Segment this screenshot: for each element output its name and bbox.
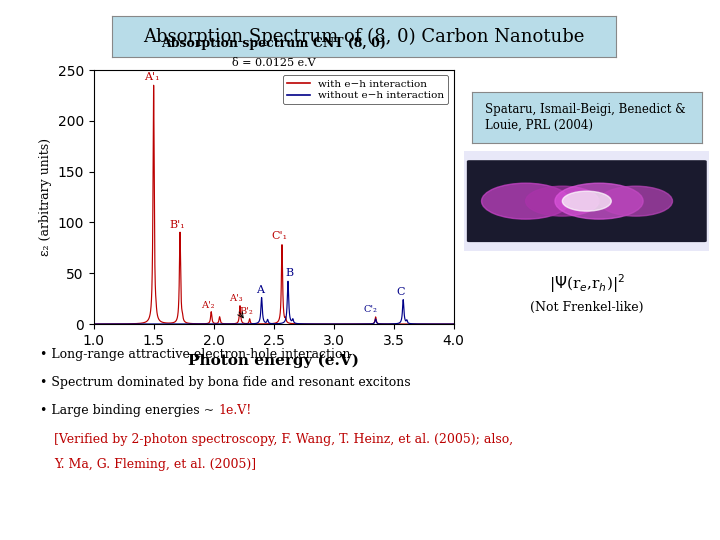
Text: C: C (397, 287, 405, 296)
Text: A'₁: A'₁ (144, 72, 160, 83)
Circle shape (555, 183, 643, 219)
Text: |$\Psi$(r$_e$,r$_h$)|$^2$: |$\Psi$(r$_e$,r$_h$)|$^2$ (549, 272, 625, 295)
Text: Spataru, Ismail-Beigi, Benedict &
Louie, PRL (2004): Spataru, Ismail-Beigi, Benedict & Louie,… (485, 104, 686, 131)
Text: A: A (256, 285, 264, 294)
Text: Absorption Spectrum of (8, 0) Carbon Nanotube: Absorption Spectrum of (8, 0) Carbon Nan… (143, 28, 585, 45)
Text: A'₃: A'₃ (229, 294, 243, 303)
Text: B: B (285, 268, 293, 278)
Y-axis label: ε₂ (arbitrary units): ε₂ (arbitrary units) (39, 138, 52, 256)
FancyBboxPatch shape (467, 160, 707, 242)
Circle shape (562, 191, 611, 211)
X-axis label: Photon energy (e.V): Photon energy (e.V) (188, 353, 359, 368)
Text: • Large binding energies ~: • Large binding energies ~ (40, 404, 217, 417)
Text: • Long-range attractive electron-hole interaction: • Long-range attractive electron-hole in… (40, 348, 350, 361)
Text: Y. Ma, G. Fleming, et al. (2005)]: Y. Ma, G. Fleming, et al. (2005)] (54, 458, 256, 471)
Legend: with e−h interaction, without e−h interaction: with e−h interaction, without e−h intera… (283, 76, 449, 104)
Circle shape (599, 186, 672, 216)
Text: • Spectrum dominated by bona fide and resonant excitons: • Spectrum dominated by bona fide and re… (40, 376, 410, 389)
Text: B'₂: B'₂ (240, 307, 253, 316)
Text: B'₁: B'₁ (169, 220, 185, 229)
Text: 1e.V!: 1e.V! (218, 404, 251, 417)
Text: C'₁: C'₁ (271, 231, 287, 241)
Text: (Not Frenkel-like): (Not Frenkel-like) (530, 301, 644, 314)
Text: [Verified by 2-photon spectroscopy, F. Wang, T. Heinz, et al. (2005); also,: [Verified by 2-photon spectroscopy, F. W… (54, 433, 513, 446)
Text: C'₂: C'₂ (364, 305, 378, 314)
Circle shape (482, 183, 570, 219)
Text: δ = 0.0125 e.V: δ = 0.0125 e.V (232, 58, 315, 68)
Text: A'₂: A'₂ (202, 301, 215, 310)
Circle shape (526, 186, 599, 216)
Text: Absorption spectrum CNT (8, 0): Absorption spectrum CNT (8, 0) (161, 37, 386, 50)
